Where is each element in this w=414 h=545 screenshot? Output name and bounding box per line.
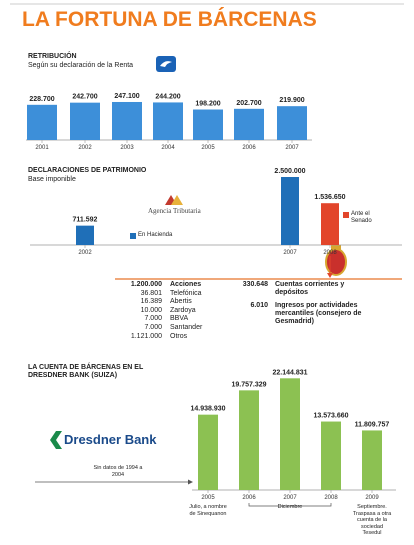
bar [277, 106, 307, 140]
legend-label: En Hacienda [138, 232, 173, 238]
bar [239, 390, 259, 490]
bar [281, 177, 299, 245]
x-tick-label: 2006 [242, 145, 256, 151]
bar [112, 101, 142, 140]
chart-title: LA CUENTA DE BÁRCENAS EN EL DRESDNER BAN… [28, 364, 144, 379]
value-label: 1.536.650 [314, 194, 345, 201]
bar [234, 108, 264, 140]
amount: 1.121.000 [130, 332, 162, 340]
bank-logo-mark [50, 431, 62, 449]
amount: 36.801 [140, 289, 162, 297]
value-label: 202.700 [236, 100, 261, 107]
bar [193, 109, 223, 140]
x-tick-label: 2004 [161, 145, 175, 151]
item: Cuentas corrientes y depósitos [275, 281, 345, 296]
x-tick-label: 2005 [201, 145, 215, 151]
bar [70, 102, 100, 140]
x-tick-label: 2008 [323, 250, 337, 256]
amount: 7.000 [144, 324, 162, 331]
x-tick-label: 2003 [120, 145, 134, 151]
chart-title: RETRIBUCIÓN [28, 53, 77, 60]
value-label: 22.144.831 [272, 369, 307, 376]
timeline-head [188, 479, 193, 485]
category-note: Septiembre. Traspasa a otra cuenta de la… [352, 504, 392, 536]
x-tick-label: 2005 [201, 495, 215, 501]
item: Ingresos por actividades mercantiles (co… [275, 302, 362, 325]
item: Telefónica [170, 289, 202, 297]
value-label: 228.700 [29, 96, 54, 103]
value-label: 13.573.660 [313, 413, 348, 420]
legend-swatch [343, 212, 349, 218]
value-label: 219.900 [279, 97, 304, 104]
legend-label: Ante el Senado [351, 211, 372, 224]
value-label: 242.700 [72, 94, 97, 101]
x-tick-label: 2006 [242, 495, 256, 501]
party-logo-bird [160, 61, 172, 67]
amount: 10.000 [140, 306, 162, 314]
x-tick-label: 2008 [324, 495, 338, 501]
main-title: LA FORTUNA DE BÁRCENAS [22, 8, 317, 31]
x-tick-label: 2007 [283, 495, 297, 501]
amount: 16.389 [140, 298, 162, 306]
arrow-head [327, 273, 333, 278]
note: Sin datos de 1994 a 2004 [93, 465, 143, 478]
x-tick-label: 2007 [283, 250, 297, 256]
amount: 6.010 [250, 302, 268, 309]
bar [27, 104, 57, 140]
bracket [248, 503, 332, 507]
value-label: 14.938.930 [190, 406, 225, 413]
logo-text: Agencia Tributaria [148, 207, 201, 215]
bar [280, 378, 300, 490]
category-note: Julio, a nombre de Sinequanon [189, 504, 227, 517]
chart-title: DECLARACIONES DE PATRIMONIO [28, 167, 147, 174]
value-label: 247.100 [114, 93, 139, 100]
item: Acciones [170, 281, 202, 288]
amount: 7.000 [144, 315, 162, 323]
bar [76, 225, 94, 245]
category-note: Diciembre [277, 504, 303, 510]
value-label: 19.757.329 [231, 381, 266, 388]
value-label: 711.592 [73, 217, 98, 224]
tax-logo-mark [171, 195, 183, 205]
value-label: 2.500.000 [274, 168, 305, 175]
bar [198, 414, 218, 490]
chart-subtitle: Según su declaración de la Renta [28, 62, 134, 69]
x-tick-label: 2001 [35, 145, 49, 151]
legend-swatch [130, 233, 136, 239]
bar [321, 421, 341, 490]
value-label: 244.200 [155, 93, 180, 100]
amount: 1.200.000 [130, 281, 162, 288]
x-tick-label: 2002 [78, 250, 92, 256]
senate-crown [331, 245, 341, 250]
item: Zardoya [170, 306, 196, 314]
item: BBVA [170, 315, 189, 323]
x-tick-label: 2007 [285, 145, 299, 151]
logo-text: Dresdner Bank [64, 432, 157, 447]
item: Otros [170, 332, 188, 340]
amount: 330.648 [242, 281, 268, 288]
x-tick-label: 2009 [365, 495, 379, 501]
bar [362, 430, 382, 490]
item: Santander [170, 324, 203, 331]
value-label: 198.200 [195, 101, 220, 108]
x-tick-label: 2002 [78, 145, 92, 151]
item: Abertis [170, 298, 192, 306]
chart-subtitle: Base imponible [28, 176, 76, 183]
bar [321, 203, 339, 245]
value-label: 11.809.757 [355, 421, 390, 428]
bar [153, 102, 183, 140]
